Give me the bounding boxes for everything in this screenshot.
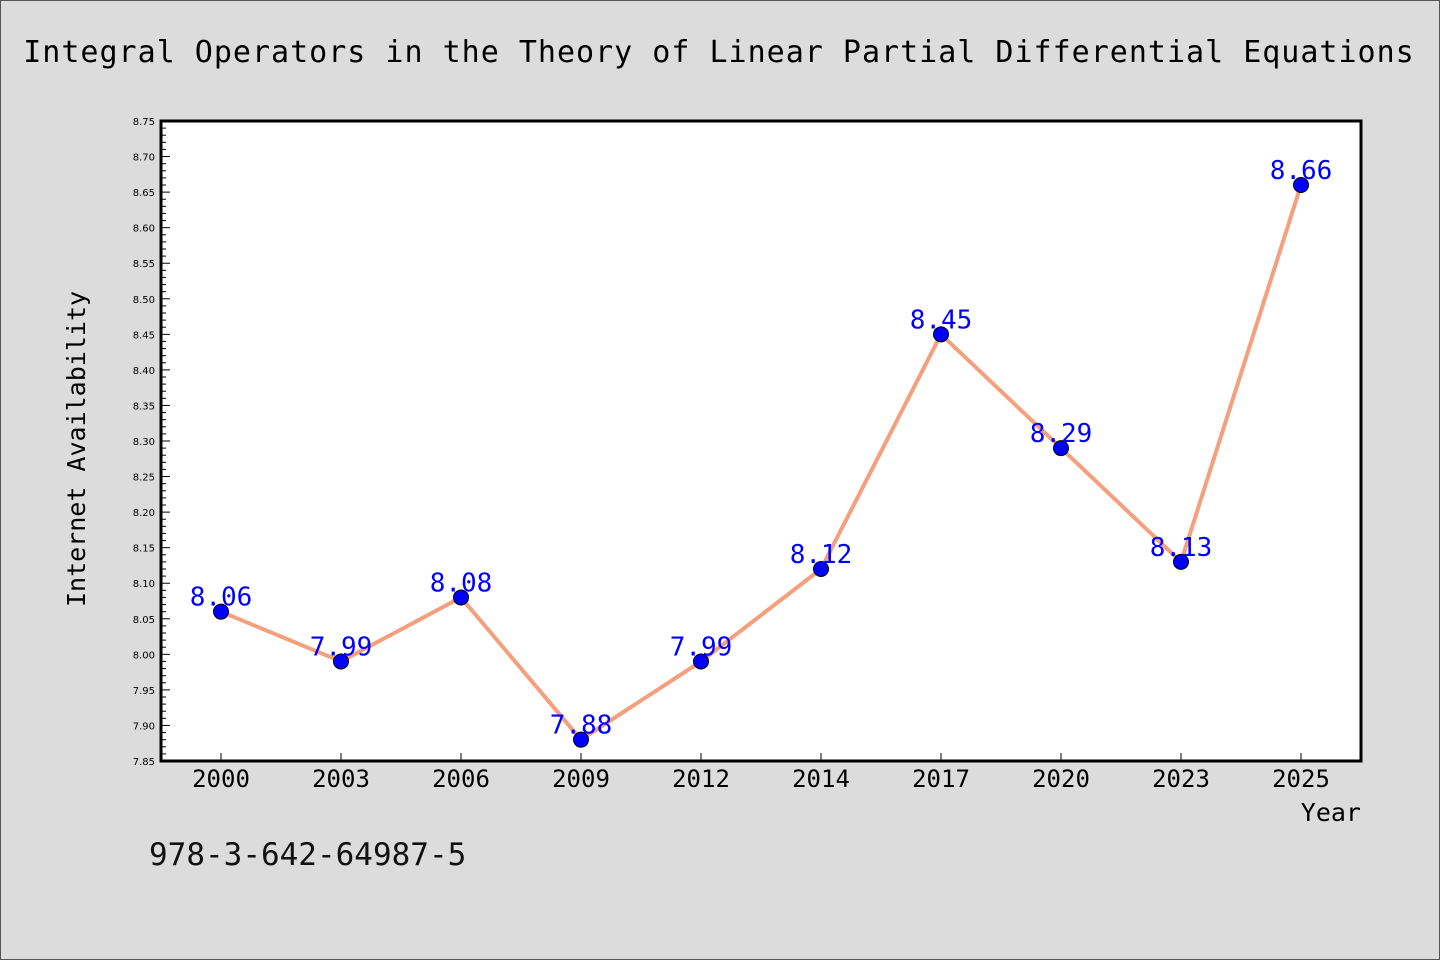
x-tick-label: 2023 bbox=[1152, 765, 1210, 793]
x-axis-label: Year bbox=[1301, 798, 1361, 827]
x-tick-label: 2012 bbox=[672, 765, 730, 793]
x-tick-label: 2006 bbox=[432, 765, 490, 793]
y-tick-label: 8.35 bbox=[133, 401, 155, 412]
data-label: 8.29 bbox=[1030, 419, 1093, 449]
y-tick-label: 8.60 bbox=[133, 224, 155, 235]
data-label: 8.13 bbox=[1150, 533, 1213, 563]
isbn-text: 978-3-642-64987-5 bbox=[149, 837, 467, 873]
y-tick-label: 7.85 bbox=[133, 757, 155, 768]
x-tick-label: 2025 bbox=[1272, 765, 1330, 793]
x-tick-label: 2020 bbox=[1032, 765, 1090, 793]
y-tick-label: 7.95 bbox=[133, 686, 155, 697]
x-tick-label: 2014 bbox=[792, 765, 850, 793]
data-label: 7.88 bbox=[550, 711, 613, 741]
y-tick-label: 8.70 bbox=[133, 153, 155, 164]
x-tick-label: 2000 bbox=[192, 765, 250, 793]
y-tick-label: 8.65 bbox=[133, 188, 155, 199]
data-label: 8.66 bbox=[1270, 156, 1333, 186]
data-point bbox=[333, 653, 349, 670]
data-point bbox=[213, 603, 229, 620]
data-label: 7.99 bbox=[670, 632, 733, 662]
data-point bbox=[1053, 440, 1069, 457]
plot-area bbox=[159, 119, 1363, 763]
data-label: 8.06 bbox=[190, 583, 253, 613]
data-label: 7.99 bbox=[310, 632, 373, 662]
y-tick-label: 8.05 bbox=[133, 615, 155, 626]
x-tick-label: 2009 bbox=[552, 765, 610, 793]
x-tick-label: 2017 bbox=[912, 765, 970, 793]
y-tick-label: 8.15 bbox=[133, 544, 155, 555]
y-tick-label: 8.40 bbox=[133, 366, 155, 377]
data-label: 8.12 bbox=[790, 540, 853, 570]
y-tick-label: 8.50 bbox=[133, 295, 155, 306]
data-point bbox=[693, 653, 709, 670]
data-point bbox=[573, 731, 589, 748]
y-tick-label: 8.20 bbox=[133, 508, 155, 519]
y-tick-label: 8.10 bbox=[133, 579, 155, 590]
data-point bbox=[453, 589, 469, 606]
chart-title: Integral Operators in the Theory of Line… bbox=[23, 35, 1415, 70]
data-point bbox=[933, 326, 949, 343]
y-tick-label: 7.90 bbox=[133, 721, 155, 732]
data-point bbox=[1173, 553, 1189, 570]
y-tick-label: 8.25 bbox=[133, 473, 155, 484]
y-tick-label: 8.00 bbox=[133, 650, 155, 661]
y-tick-label: 8.75 bbox=[133, 117, 155, 128]
y-axis-label: Internet Availability bbox=[62, 291, 91, 607]
y-tick-label: 8.30 bbox=[133, 437, 155, 448]
y-tick-label: 8.55 bbox=[133, 259, 155, 270]
y-tick-label: 8.45 bbox=[133, 330, 155, 341]
data-point bbox=[1293, 177, 1309, 193]
x-tick-label: 2003 bbox=[312, 765, 370, 793]
series-line bbox=[220, 184, 1303, 742]
data-label: 8.45 bbox=[910, 305, 973, 335]
data-point bbox=[813, 561, 829, 577]
data-label: 8.08 bbox=[430, 568, 493, 598]
